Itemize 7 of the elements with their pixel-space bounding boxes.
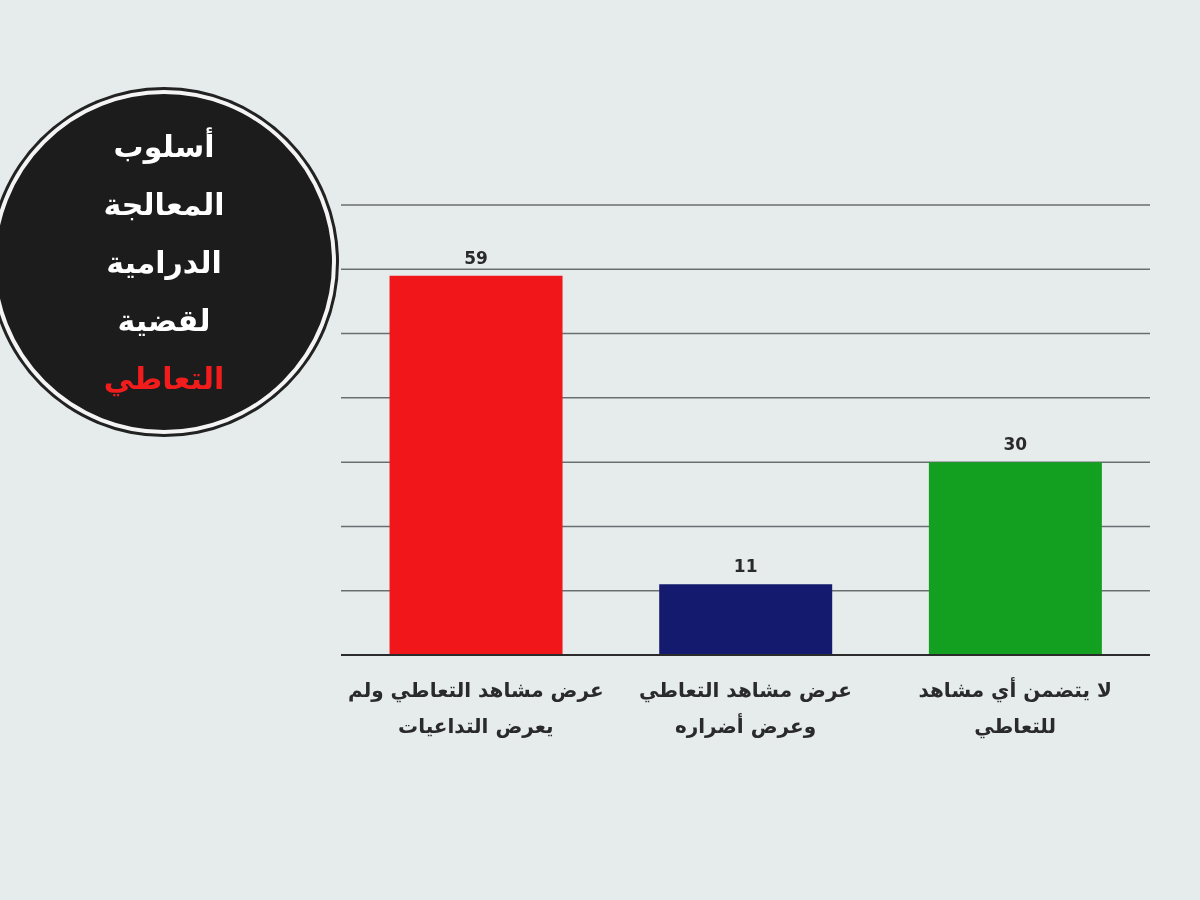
text: أسلوب المعالجة الدرامية لقضية التعاطي xyxy=(102,126,226,399)
x-tick-label: عرض مشاهد التعاطي وعرض أضراره xyxy=(639,678,852,738)
data-label: 30 xyxy=(1003,434,1028,455)
data-label: 11 xyxy=(733,556,758,577)
x-tick-label: عرض مشاهد التعاطي ولم يعرض التداعيات xyxy=(348,678,604,738)
x-tick-label: لا يتضمن أي مشاهد للتعاطي xyxy=(918,676,1112,739)
data-label: 59 xyxy=(464,247,488,268)
